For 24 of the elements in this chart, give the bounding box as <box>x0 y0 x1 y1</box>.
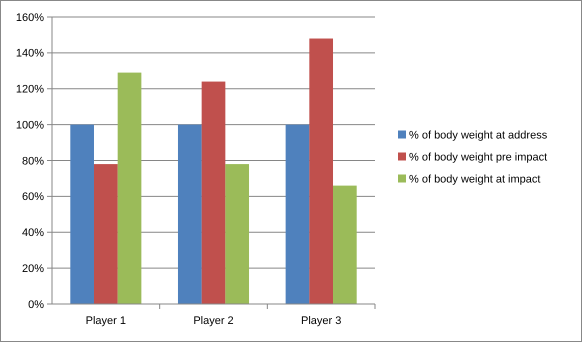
bar <box>118 72 142 304</box>
y-tick-label: 20% <box>22 262 44 275</box>
y-tick-label: 40% <box>22 227 44 240</box>
y-tick-label: 120% <box>16 84 44 96</box>
bar <box>333 186 357 304</box>
legend-label: % of body weight pre impact <box>409 151 548 164</box>
bar <box>94 164 118 304</box>
y-tick-label: 140% <box>16 48 44 60</box>
bar <box>178 124 202 304</box>
x-tick-label: Player 2 <box>193 315 234 327</box>
y-tick-label: 0% <box>28 298 44 311</box>
y-tick-label: 160% <box>16 12 44 24</box>
y-tick-label: 100% <box>16 119 44 132</box>
bar <box>286 124 310 304</box>
y-tick-label: 60% <box>22 191 44 204</box>
legend-label: % of body weight at impact <box>409 173 540 186</box>
legend-label: % of body weight at address <box>409 129 548 142</box>
y-tick-label: 80% <box>22 155 44 168</box>
bar <box>202 82 226 304</box>
bar <box>225 164 250 304</box>
x-tick-label: Player 1 <box>86 315 126 327</box>
bar <box>70 124 94 304</box>
bar <box>309 38 334 304</box>
x-tick-label: Player 3 <box>300 315 342 327</box>
